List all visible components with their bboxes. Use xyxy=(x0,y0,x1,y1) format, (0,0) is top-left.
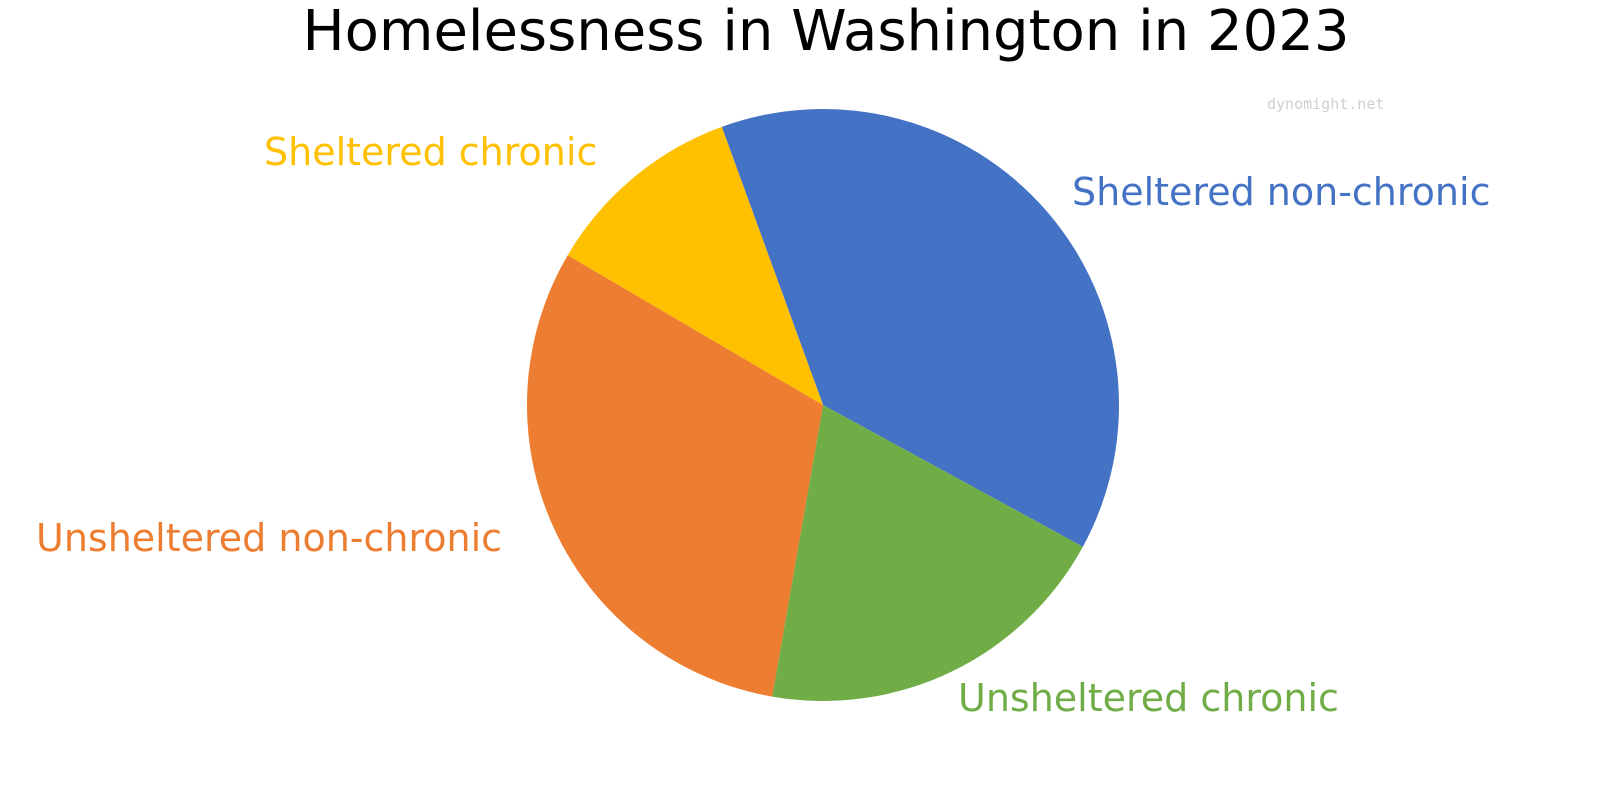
watermark: dynomight.net xyxy=(1267,95,1384,113)
pie-slice-sheltered-non-chronic xyxy=(721,108,1119,547)
slice-label-sheltered-chronic: Sheltered chronic xyxy=(264,130,597,174)
slice-label-unsheltered-chronic: Unsheltered chronic xyxy=(958,676,1339,720)
pie-slice-sheltered-chronic xyxy=(567,126,823,405)
pie-slices xyxy=(527,108,1119,701)
slice-label-unsheltered-non-chronic: Unsheltered non-chronic xyxy=(36,516,502,560)
chart-title: Homelessness in Washington in 2023 xyxy=(303,0,1350,64)
slice-label-sheltered-non-chronic: Sheltered non-chronic xyxy=(1072,170,1490,214)
pie-slice-unsheltered-non-chronic xyxy=(527,255,823,697)
pie-slice-unsheltered-chronic xyxy=(772,405,1083,701)
